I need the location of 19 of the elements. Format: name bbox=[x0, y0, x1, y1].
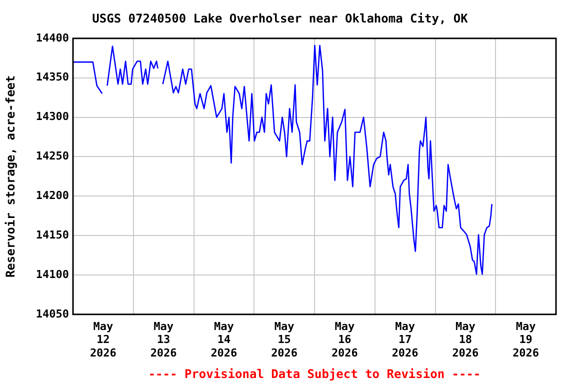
x-tick-label: May 19 2026 bbox=[512, 320, 540, 360]
x-tick-label: May 18 2026 bbox=[452, 320, 480, 360]
y-tick-label: 14150 bbox=[36, 228, 69, 242]
y-tick-label: 14100 bbox=[36, 268, 69, 281]
y-tick-label: 14350 bbox=[36, 70, 69, 84]
text: ---- Provisional Data Subject to Revision ---- bbox=[148, 367, 481, 382]
x-tick-label: May 16 2026 bbox=[331, 320, 358, 360]
x-tick-label: May 15 2026 bbox=[271, 320, 298, 360]
chart-title: USGS 07240500 Lake Overholser near Oklahoma City, OK bbox=[92, 11, 469, 26]
x-tick-label: May 13 2026 bbox=[150, 320, 178, 360]
x-tick-label: May 12 2026 bbox=[90, 320, 117, 360]
y-axis-title: Reservoir storage, acre-feet bbox=[3, 75, 18, 278]
y-tick-label: 14300 bbox=[36, 110, 69, 124]
y-tick-label: 14400 bbox=[36, 31, 69, 44]
y-tick-label: 14200 bbox=[36, 188, 69, 202]
x-tick-label: May 17 2026 bbox=[392, 320, 419, 360]
y-tick-label: 14050 bbox=[36, 307, 69, 320]
x-tick-label: May 14 2026 bbox=[210, 320, 238, 360]
y-tick-label: 14250 bbox=[36, 150, 69, 163]
